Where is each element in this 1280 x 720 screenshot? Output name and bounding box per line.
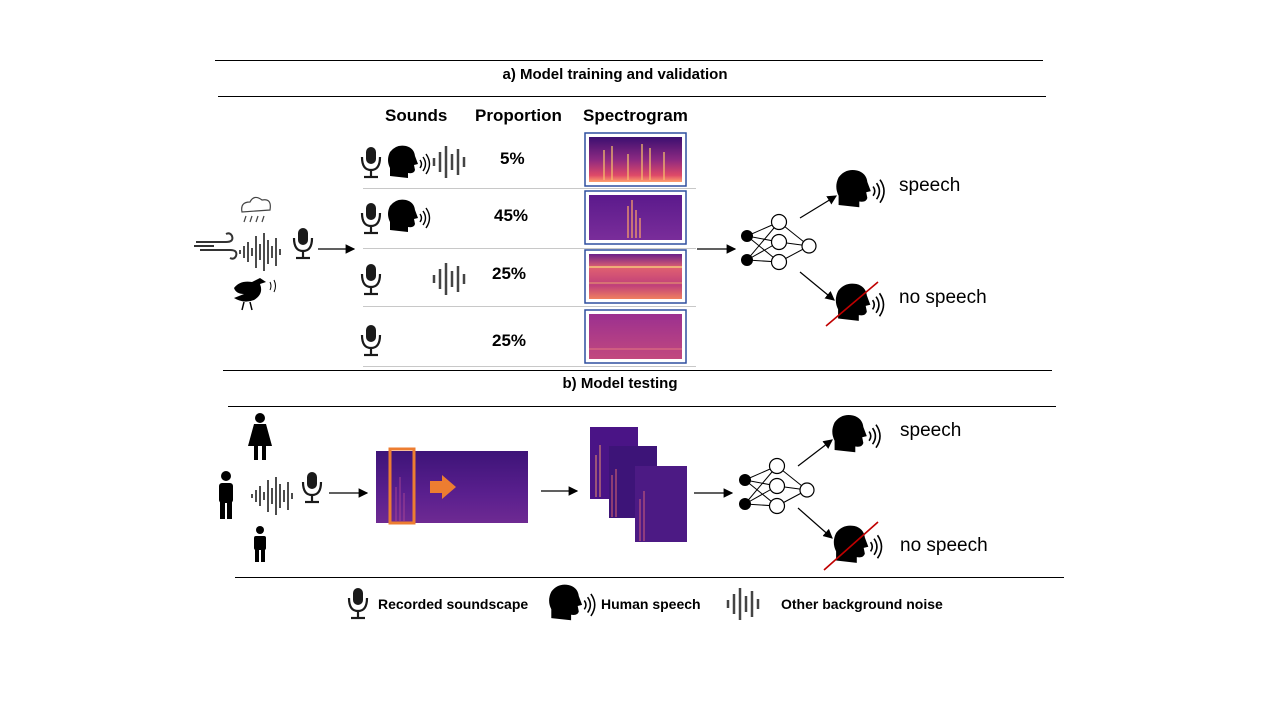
noise-bars-icon <box>432 261 466 297</box>
spectrogram-thumb-2 <box>584 190 687 245</box>
microphone-icon <box>301 470 323 504</box>
output-arrows-a <box>799 195 838 301</box>
arrow-spectrogram-to-frames <box>541 486 579 496</box>
output-arrows-b <box>797 439 833 539</box>
arrow-table-to-network <box>697 244 737 254</box>
row4-sound-icons <box>360 323 382 357</box>
column-proportion: Proportion <box>475 106 562 125</box>
output-speech-a: speech <box>899 175 961 196</box>
divider-top <box>215 60 1043 61</box>
section-b-title: b) Model testing <box>562 375 678 392</box>
rain-cloud-icon <box>241 196 271 223</box>
speech-head-icon <box>387 144 431 179</box>
divider-b-header <box>228 406 1056 407</box>
output-no-speech-a: no speech <box>899 287 987 308</box>
speech-head-icon <box>387 198 431 233</box>
sliding-window <box>388 447 416 525</box>
row1-sound-icons <box>360 144 466 180</box>
output-speech-b: speech <box>900 420 962 441</box>
column-sounds: Sounds <box>385 106 448 125</box>
row3-proportion: 25% <box>492 264 527 283</box>
divider-a-header <box>218 96 1046 97</box>
legend-recorded: Recorded soundscape <box>378 596 529 612</box>
input-sounds-a <box>194 196 314 311</box>
column-spectrogram: Spectrogram <box>583 106 688 125</box>
divider-b-top <box>223 370 1052 371</box>
microphone-icon <box>292 226 314 260</box>
arrow-input-to-spectrogram <box>329 488 369 498</box>
microphone-icon <box>360 201 382 235</box>
arrow-frames-to-network <box>694 488 734 498</box>
child-icon <box>254 526 266 562</box>
row1-proportion: 5% <box>500 149 525 168</box>
noise-bars-icon <box>432 144 466 180</box>
no-speech-head-icon <box>825 281 885 327</box>
man-icon <box>219 471 233 519</box>
arrow-input-to-table <box>318 244 356 254</box>
table-row-divider <box>363 188 696 189</box>
test-spectrogram <box>376 447 528 525</box>
input-people-b <box>219 413 323 562</box>
table-row-divider <box>363 248 696 249</box>
table-row-divider <box>363 306 696 307</box>
microphone-icon <box>360 262 382 296</box>
row2-proportion: 45% <box>494 206 529 225</box>
spectrogram-frames <box>590 427 687 542</box>
row4-proportion: 25% <box>492 331 527 350</box>
legend-speech: Human speech <box>601 596 701 612</box>
output-no-speech-b: no speech <box>900 535 988 556</box>
row3-sound-icons <box>360 261 466 297</box>
table-row-divider <box>363 366 696 367</box>
microphone-icon <box>360 323 382 357</box>
waveform-icon <box>239 232 281 272</box>
spectrogram-thumb-3 <box>584 249 687 304</box>
row2-sound-icons <box>360 198 431 235</box>
waveform-icon <box>251 476 293 516</box>
speech-head-icon <box>831 414 881 454</box>
slide-arrow-icon <box>430 475 456 499</box>
spectrogram-thumb-1 <box>584 132 687 187</box>
microphone-icon <box>360 145 382 179</box>
legend-noise: Other background noise <box>781 596 943 612</box>
speech-head-icon <box>835 169 885 209</box>
bird-icon <box>234 278 276 311</box>
spectrogram-thumb-4 <box>584 309 687 364</box>
legend-speech-icon <box>548 583 596 622</box>
section-a-title: a) Model training and validation <box>502 66 728 83</box>
divider-bottom <box>235 577 1064 578</box>
woman-icon <box>248 413 272 460</box>
no-speech-head-icon <box>823 521 883 571</box>
wind-icon <box>194 232 238 260</box>
legend-mic-icon <box>347 586 369 620</box>
legend-noise-icon <box>726 586 760 622</box>
